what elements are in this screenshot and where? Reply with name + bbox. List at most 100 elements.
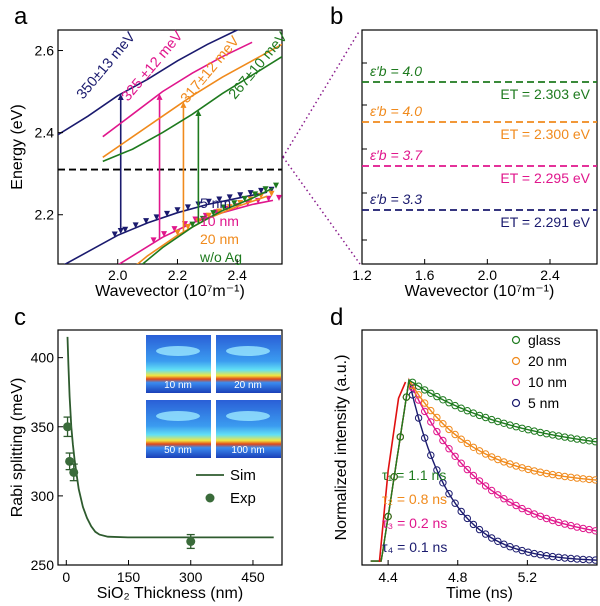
data-point-marker xyxy=(150,237,157,244)
y-tick-label: 2.4 xyxy=(35,125,55,141)
y-axis-title: Normalized intensity (a.u.) xyxy=(333,355,350,541)
panel-a-plot-area xyxy=(58,30,282,264)
lower-branch-curve xyxy=(141,187,274,264)
decay-data-point xyxy=(591,556,597,564)
legend-swatch xyxy=(511,377,521,387)
arrow-head-up xyxy=(195,110,202,117)
x-tick-label: 2.4 xyxy=(540,267,560,283)
decay-data-point xyxy=(384,512,392,521)
data-point-marker xyxy=(247,190,254,197)
decay-data-point xyxy=(445,399,453,407)
arrow-head-up xyxy=(180,101,187,108)
legend-sim-label: Sim xyxy=(230,467,256,484)
data-point-marker xyxy=(189,221,196,228)
decay-data-point xyxy=(445,425,453,434)
lower-branch-curve xyxy=(63,191,268,264)
permittivity-label: ε′b = 3.3 xyxy=(370,191,422,207)
y-axis-title: Energy (eV) xyxy=(9,104,26,189)
connector-top xyxy=(282,29,361,158)
x-axis-title: Time (ns) xyxy=(446,585,513,602)
decay-data-point xyxy=(518,504,526,513)
decay-data-point xyxy=(421,386,429,394)
y-tick-label: 2.2 xyxy=(35,207,55,223)
decay-data-point xyxy=(530,510,538,518)
x-tick-label: 2.0 xyxy=(478,267,498,283)
x-tick-label: 2.0 xyxy=(108,267,128,283)
y-tick-label: 300 xyxy=(31,488,55,504)
decay-data-point xyxy=(500,540,508,548)
exciton-energy-label: ET = 2.295 eV xyxy=(500,170,590,186)
panel-c-frame xyxy=(57,329,283,566)
field-map-highlight xyxy=(156,411,200,421)
panel-d-plot-area xyxy=(370,377,597,564)
decay-data-point xyxy=(475,477,484,485)
lifetime-label: τ₄ = 0.1 ns xyxy=(382,539,447,555)
decay-data-point xyxy=(433,392,441,401)
decay-data-point xyxy=(475,525,484,534)
lifetime-label: τ₂ = 0.8 ns xyxy=(382,491,447,507)
x-axis-title: Wavevector (10⁷m⁻¹) xyxy=(95,283,245,300)
panel-d-frame xyxy=(361,329,598,566)
connector-bottom xyxy=(282,156,361,265)
x-tick-label: 2.4 xyxy=(227,267,247,283)
field-map-inset xyxy=(216,335,281,393)
data-point-marker xyxy=(132,222,139,229)
decay-data-point xyxy=(427,389,435,397)
y-tick-label: 350 xyxy=(31,419,55,435)
x-axis-title: Wavevector (10⁷m⁻¹) xyxy=(405,283,555,300)
x-tick-label: 300 xyxy=(179,569,203,585)
panel-b-frame xyxy=(361,29,598,265)
permittivity-label: ε′b = 3.7 xyxy=(370,147,423,163)
decay-data-point xyxy=(481,482,490,490)
upper-branch-curve xyxy=(102,56,282,163)
data-point-marker xyxy=(237,192,244,199)
decay-data-point xyxy=(469,409,478,417)
data-point-marker xyxy=(268,190,275,197)
inset-label: 10 nm xyxy=(164,380,192,391)
decay-data-point xyxy=(494,537,502,545)
decay-data-point xyxy=(469,520,478,529)
data-point-marker xyxy=(220,204,227,211)
legend-label: 5 nm xyxy=(528,395,559,411)
permittivity-label: ε′b = 4.0 xyxy=(370,103,422,119)
decay-data-point xyxy=(506,498,514,506)
decay-data-point xyxy=(469,471,478,480)
decay-data-point xyxy=(488,486,496,495)
data-point-marker xyxy=(111,231,118,238)
data-point-marker xyxy=(241,195,248,202)
x-tick-label: 5.2 xyxy=(518,569,538,585)
decay-data-point xyxy=(439,396,447,404)
legend-swatch xyxy=(511,335,521,345)
data-point-marker xyxy=(273,182,280,189)
legend-label: 20 nm xyxy=(528,353,567,369)
x-tick-label: 2.2 xyxy=(168,267,188,283)
data-point-marker xyxy=(161,231,168,238)
decay-data-point xyxy=(481,450,490,458)
x-tick-label: 1.2 xyxy=(352,267,372,283)
decay-data-point xyxy=(414,391,423,399)
decay-data-point xyxy=(463,514,471,523)
decay-data-point xyxy=(457,404,465,412)
legend-label: 10 nm xyxy=(528,374,567,390)
arrow-head-up xyxy=(156,93,163,100)
decay-data-point xyxy=(439,436,447,445)
arrow-head-down xyxy=(117,228,124,235)
y-axis-title: Rabi splitting (meV) xyxy=(9,378,26,518)
exp-data-point xyxy=(63,422,73,432)
legend-swatch xyxy=(511,356,521,366)
upper-branch-curve xyxy=(102,43,282,158)
decay-data-point xyxy=(396,433,404,441)
lifetime-label: τ₁ = 1.1 ns xyxy=(382,467,446,483)
data-point-marker xyxy=(199,215,206,222)
legend-exp-swatch xyxy=(205,493,215,503)
decay-data-point xyxy=(463,465,471,474)
inset-label: 100 nm xyxy=(231,445,264,456)
field-map-highlight xyxy=(156,346,200,356)
decay-data-point xyxy=(469,443,478,451)
data-point-marker xyxy=(122,226,129,233)
inset-label: 50 nm xyxy=(164,445,192,456)
decay-data-point xyxy=(512,501,520,510)
legend-label: 5 nm xyxy=(200,195,231,211)
